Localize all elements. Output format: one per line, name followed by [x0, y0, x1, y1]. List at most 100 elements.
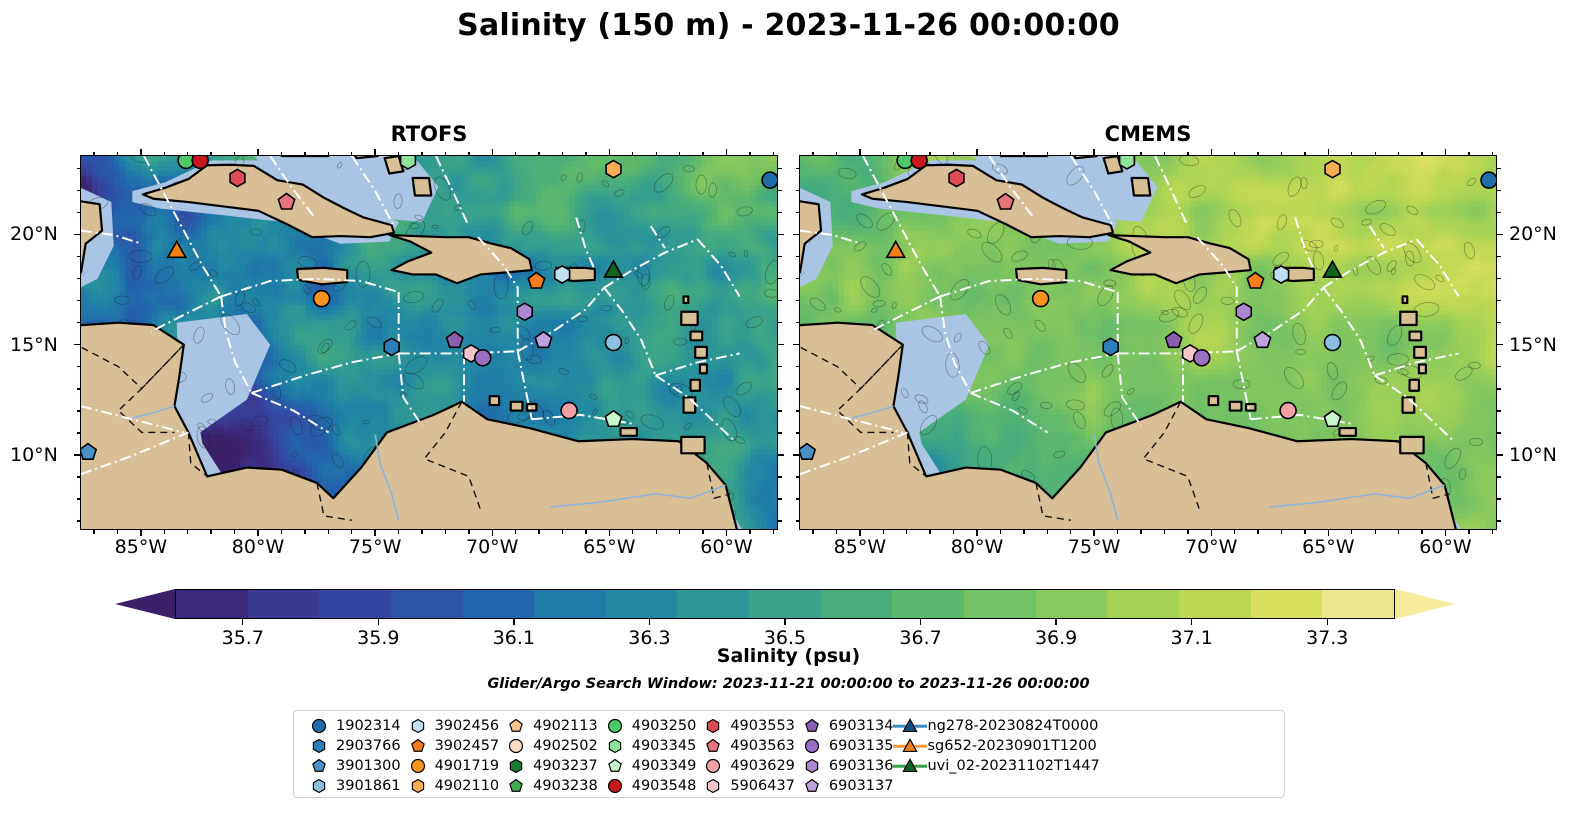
- xtick-top: [304, 151, 306, 155]
- legend[interactable]: 1902314 2903766 3901300 3901861 3902456 39024…: [293, 710, 1285, 798]
- colorbar-swatch: [534, 590, 606, 618]
- legend-label: 3901861: [336, 778, 401, 794]
- platform-marker-6903136[interactable]: [1235, 302, 1253, 322]
- platform-marker-6903134[interactable]: [445, 330, 464, 349]
- platform-marker-3902457[interactable]: [527, 271, 546, 289]
- platform-marker-3902456[interactable]: [553, 264, 571, 284]
- legend-entry-3902457[interactable]: 3902457: [401, 736, 499, 756]
- platform-marker-4903553[interactable]: [948, 168, 965, 188]
- platform-marker-3901300[interactable]: [800, 442, 817, 460]
- legend-entry-ng278-20230824T0000[interactable]: ng278-20230824T0000: [893, 716, 1099, 736]
- platform-marker-6903137[interactable]: [534, 330, 553, 349]
- legend-entry-5906437[interactable]: 5906437: [696, 776, 795, 796]
- legend-entry-6903137[interactable]: 6903137: [795, 776, 893, 796]
- platform-marker-2903766[interactable]: [1102, 337, 1119, 357]
- ytick-left: [76, 410, 80, 412]
- xtick-top: [397, 151, 400, 155]
- legend-entry-4902502[interactable]: 4902502: [499, 736, 598, 756]
- platform-marker-4903349[interactable]: [604, 409, 623, 428]
- platform-marker-1902314[interactable]: [761, 171, 777, 189]
- platform-marker-4903349[interactable]: [1323, 409, 1342, 428]
- xtick-top: [351, 151, 353, 155]
- legend-entry-6903136[interactable]: 6903136: [795, 756, 893, 776]
- platform-marker-4903553[interactable]: [229, 168, 246, 188]
- platform-marker-4903548[interactable]: [910, 156, 928, 170]
- legend-column-2: 3902456 3902457 4901719 4902110: [401, 716, 499, 796]
- legend-entry-uvi_02-20231102T1447[interactable]: uvi_02-20231102T1447: [893, 756, 1100, 776]
- platform-marker-6903134[interactable]: [1164, 330, 1183, 349]
- marker-symbol-icon: [607, 718, 622, 734]
- colorbar-tick: [784, 619, 786, 625]
- platform-marker-6903135[interactable]: [1192, 349, 1211, 367]
- platform-marker-6903136[interactable]: [516, 302, 534, 322]
- ytick-left: [793, 233, 799, 236]
- ytick-right: [1497, 366, 1501, 368]
- marker-symbol-icon: [706, 738, 721, 752]
- platform-marker-3901300[interactable]: [81, 442, 98, 460]
- xtick-minor: [1116, 530, 1119, 534]
- legend-entry-4903237[interactable]: 4903237: [499, 756, 598, 776]
- legend-entry-4903548[interactable]: 4903548: [598, 776, 696, 796]
- legend-entry-4903250[interactable]: 4903250: [598, 716, 696, 736]
- platform-marker-2903766[interactable]: [383, 337, 400, 357]
- platform-marker-4901719[interactable]: [312, 289, 331, 308]
- platform-marker-sg652-20230901T1200[interactable]: [885, 239, 907, 259]
- xtick-minor: [514, 530, 517, 534]
- platform-marker-4903629[interactable]: [560, 401, 578, 420]
- map-panel-cmems[interactable]: [799, 155, 1497, 530]
- platform-marker-4903345[interactable]: [399, 156, 417, 170]
- legend-entry-1902314[interactable]: 1902314: [302, 716, 401, 736]
- platform-marker-4903629[interactable]: [1279, 401, 1297, 420]
- legend-entry-6903135[interactable]: 6903135: [795, 736, 893, 756]
- marker-symbol-icon: [312, 778, 326, 794]
- platform-marker-4903563[interactable]: [996, 192, 1015, 210]
- platform-marker-4902110[interactable]: [1324, 159, 1341, 179]
- legend-entry-2903766[interactable]: 2903766: [302, 736, 401, 756]
- xtick-major: [859, 530, 861, 536]
- colorbar-tick-label: 36.5: [763, 627, 807, 649]
- platform-marker-3901861[interactable]: [1323, 333, 1342, 352]
- platform-marker-4902110[interactable]: [605, 159, 622, 179]
- platform-marker-4903345[interactable]: [1118, 156, 1136, 170]
- platform-marker-6903137[interactable]: [1253, 330, 1272, 349]
- legend-entry-3901300[interactable]: 3901300: [302, 756, 401, 776]
- platform-marker-4901719[interactable]: [1031, 289, 1050, 308]
- platform-marker-3902457[interactable]: [1246, 271, 1265, 289]
- legend-entry-4903345[interactable]: 4903345: [598, 736, 697, 756]
- platform-marker-4903563[interactable]: [277, 192, 296, 210]
- xtick-top: [1187, 151, 1189, 155]
- ytick-right: [778, 233, 784, 236]
- xtick-top: [1140, 151, 1142, 155]
- legend-entry-4903563[interactable]: 4903563: [696, 736, 795, 756]
- colorbar-swatch: [247, 590, 320, 618]
- legend-entry-sg652-20230901T1200[interactable]: sg652-20230901T1200: [893, 736, 1099, 756]
- platform-marker-1902314[interactable]: [1480, 171, 1496, 189]
- cmems-platform-markers[interactable]: [800, 156, 1496, 460]
- legend-entry-6903134[interactable]: 6903134: [795, 716, 893, 736]
- xtick-minor: [421, 530, 423, 534]
- platform-marker-3901861[interactable]: [604, 333, 623, 352]
- legend-entry-4902113[interactable]: 4902113: [499, 716, 598, 736]
- legend-entry-4902110[interactable]: 4902110: [401, 776, 499, 796]
- platform-marker-sg652-20230901T1200[interactable]: [166, 239, 188, 259]
- legend-label: 4903345: [631, 738, 697, 754]
- legend-entry-4901719[interactable]: 4901719: [401, 756, 499, 776]
- legend-entry-3901861[interactable]: 3901861: [302, 776, 401, 796]
- legend-entry-3902456[interactable]: 3902456: [401, 716, 499, 736]
- platform-marker-3902456[interactable]: [1272, 264, 1290, 284]
- marker-symbol-icon: [411, 718, 424, 734]
- legend-entry-4903629[interactable]: 4903629: [696, 756, 795, 776]
- rtofs-platform-markers[interactable]: [81, 156, 777, 460]
- platform-marker-4903548[interactable]: [191, 156, 209, 170]
- legend-entry-4903349[interactable]: 4903349: [598, 756, 696, 776]
- platform-marker-uvi_02-20231102T1447[interactable]: [603, 259, 624, 278]
- platform-marker-uvi_02-20231102T1447[interactable]: [1322, 259, 1343, 278]
- legend-entry-4903553[interactable]: 4903553: [696, 716, 795, 736]
- yaxis-tick-label-left: 10°N: [10, 444, 58, 466]
- colorbar[interactable]: 35.7 35.9 36.1 36.3 36.5 36.7 36.9 37.1 37.3: [115, 589, 1455, 649]
- xtick-minor: [882, 530, 884, 534]
- platform-marker-6903135[interactable]: [473, 349, 492, 367]
- map-panel-rtofs[interactable]: [80, 155, 778, 530]
- ytick-right: [778, 366, 782, 368]
- legend-entry-4903238[interactable]: 4903238: [499, 776, 598, 796]
